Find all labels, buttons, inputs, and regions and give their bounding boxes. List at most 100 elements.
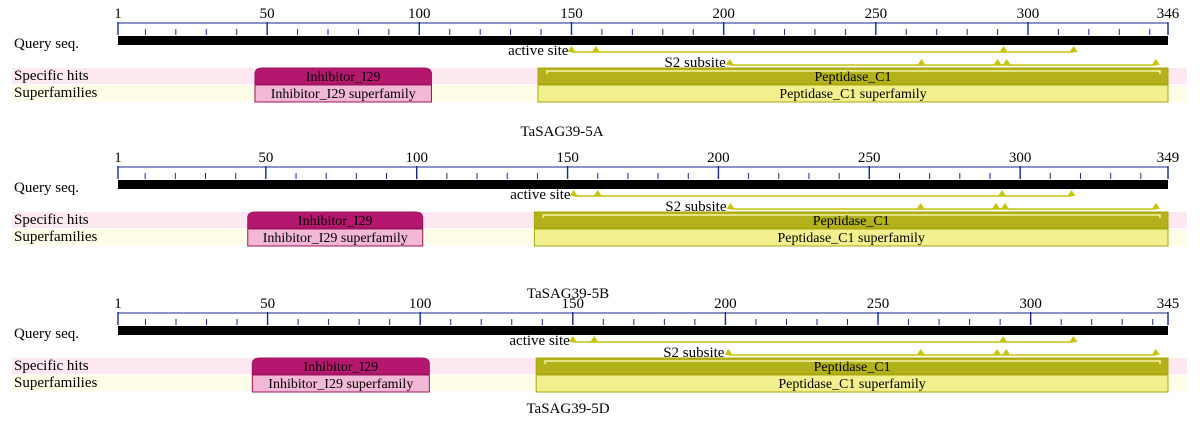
inhibitor-i29-superfamily: [254, 84, 432, 103]
active-site-marker: [1067, 190, 1076, 196]
active-site-marker: [568, 336, 577, 342]
peptidase-c1-hit: [535, 357, 1169, 375]
tick-label-1: 1: [114, 296, 122, 312]
panel-title: TaSAG39-5B: [527, 286, 609, 302]
s2-subsite-label: S2 subsite: [664, 55, 726, 71]
tick-label-300: 300: [1019, 296, 1042, 312]
tick-label-200: 200: [712, 6, 735, 22]
active-site-marker: [569, 190, 578, 196]
inhibitor-i29-hit: [251, 357, 430, 375]
tick-label-150: 150: [556, 150, 579, 166]
s2-subsite-label: S2 subsite: [665, 199, 727, 215]
specific-hits-label: Specific hits: [14, 212, 89, 228]
tick-label-346: 346: [1157, 6, 1180, 22]
peptidase-c1-label: Peptidase_C1: [813, 214, 890, 229]
tick-label-200: 200: [707, 150, 730, 166]
tick-label-250: 250: [858, 150, 881, 166]
s2-subsite-marker: [1151, 203, 1160, 209]
tick-label-100: 100: [405, 150, 428, 166]
tick-label-1: 1: [114, 150, 122, 166]
superfamilies-label: Superfamilies: [14, 85, 97, 101]
query-seq-label: Query seq.: [14, 326, 79, 342]
tick-label-150: 150: [562, 296, 585, 312]
specific-hits-label: Specific hits: [14, 68, 89, 84]
tick-label-300: 300: [1017, 6, 1040, 22]
s2-subsite-marker: [1002, 349, 1011, 355]
inhibitor-i29-superfamily-label: Inhibitor_I29 superfamily: [263, 231, 408, 246]
tick-label-50: 50: [258, 150, 273, 166]
active-site-marker: [567, 46, 576, 52]
tick-label-150: 150: [560, 6, 583, 22]
peptidase-c1-superfamily-label: Peptidase_C1 superfamily: [778, 231, 925, 246]
query-seq-label: Query seq.: [14, 180, 79, 196]
inhibitor-i29-hit: [254, 67, 432, 85]
s2-subsite-marker: [725, 59, 734, 65]
query-sequence-bar: [118, 36, 1168, 45]
peptidase-c1-superfamily: [533, 228, 1169, 247]
tick-label-345: 345: [1157, 296, 1180, 312]
s2-subsite-marker: [726, 203, 735, 209]
tick-label-1: 1: [114, 6, 122, 22]
active-site-label: active site: [508, 43, 569, 59]
s2-subsite-marker: [992, 203, 1001, 209]
s2-subsite-marker: [916, 203, 925, 209]
tick-label-100: 100: [408, 6, 431, 22]
peptidase-c1-hit: [533, 211, 1169, 229]
tick-label-50: 50: [260, 6, 275, 22]
peptidase-c1-bracket: [542, 214, 1161, 218]
s2-subsite-marker: [917, 59, 926, 65]
peptidase-c1-superfamily-label: Peptidase_C1 superfamily: [778, 377, 925, 392]
peptidase-c1-label: Peptidase_C1: [814, 360, 891, 375]
tick-label-300: 300: [1009, 150, 1032, 166]
peptidase-c1-superfamily-label: Peptidase_C1 superfamily: [779, 87, 926, 102]
panel-title: TaSAG39-5D: [526, 401, 609, 417]
specific-hits-label: Specific hits: [14, 358, 89, 374]
active-site-label: active site: [510, 187, 571, 203]
tick-label-250: 250: [867, 296, 890, 312]
superfamilies-label: Superfamilies: [14, 375, 97, 391]
inhibitor-i29-label: Inhibitor_I29: [306, 70, 381, 85]
inhibitor-i29-superfamily-label: Inhibitor_I29 superfamily: [271, 87, 416, 102]
active-site-marker: [590, 336, 599, 342]
s2-subsite-marker: [993, 349, 1002, 355]
s2-subsite-marker: [916, 349, 925, 355]
s2-subsite-marker: [1002, 59, 1011, 65]
s2-subsite-marker: [993, 59, 1002, 65]
inhibitor-i29-label: Inhibitor_I29: [303, 360, 378, 375]
query-sequence-bar: [118, 180, 1168, 189]
panel-title: TaSAG39-5A: [520, 124, 603, 140]
peptidase-c1-label: Peptidase_C1: [815, 70, 892, 85]
tick-label-100: 100: [409, 296, 432, 312]
inhibitor-i29-label: Inhibitor_I29: [298, 214, 373, 229]
tick-label-349: 349: [1157, 150, 1180, 166]
s2-subsite-marker: [1151, 59, 1160, 65]
peptidase-c1-bracket: [546, 70, 1161, 74]
active-site-marker: [593, 190, 602, 196]
s2-subsite-marker: [1001, 203, 1010, 209]
s2-subsite-marker: [1151, 349, 1160, 355]
inhibitor-i29-superfamily: [247, 228, 424, 247]
active-site-marker: [1069, 336, 1078, 342]
tick-label-200: 200: [714, 296, 737, 312]
active-site-marker: [999, 336, 1008, 342]
tick-label-50: 50: [260, 296, 275, 312]
superfamilies-label: Superfamilies: [14, 229, 97, 245]
query-seq-label: Query seq.: [14, 36, 79, 52]
active-site-marker: [1069, 46, 1078, 52]
active-site-marker: [999, 46, 1008, 52]
inhibitor-i29-superfamily: [251, 374, 430, 393]
inhibitor-i29-superfamily-label: Inhibitor_I29 superfamily: [268, 377, 413, 392]
peptidase-c1-superfamily: [535, 374, 1169, 393]
query-sequence-bar: [118, 326, 1168, 335]
inhibitor-i29-hit: [247, 211, 424, 229]
s2-subsite-label: S2 subsite: [663, 345, 725, 361]
peptidase-c1-bracket: [544, 360, 1161, 364]
tick-label-250: 250: [865, 6, 888, 22]
s2-subsite-marker: [724, 349, 733, 355]
active-site-label: active site: [509, 333, 570, 349]
active-site-marker: [591, 46, 600, 52]
